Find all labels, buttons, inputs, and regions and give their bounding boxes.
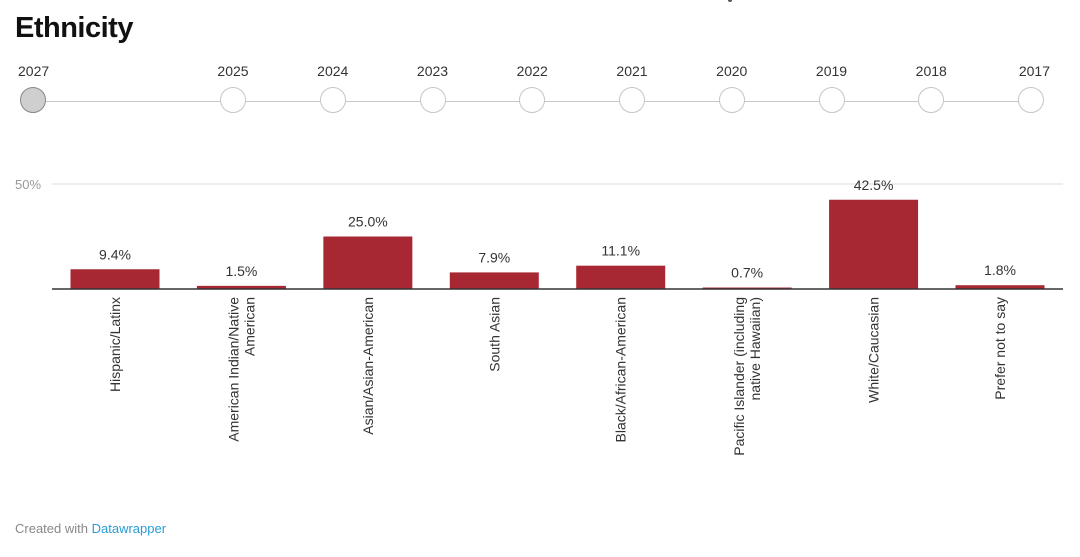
category-label-line: Pacific Islander (including — [731, 297, 747, 456]
datawrapper-link[interactable]: Datawrapper — [91, 521, 167, 536]
gridline-label: 50% — [15, 177, 41, 192]
timeline-dot[interactable] — [1018, 87, 1044, 113]
timeline-year-label: 2017 — [1018, 63, 1050, 79]
timeline-step-2027[interactable]: 2027 — [0, 60, 73, 113]
bar-value-label: 7.9% — [478, 249, 510, 265]
bar-value-label: 9.4% — [99, 246, 131, 262]
bar-value-label: 0.7% — [731, 265, 763, 281]
bar-value-label: 42.5% — [854, 177, 894, 193]
clipped-mark — [728, 0, 732, 2]
timeline-year-label: 2020 — [716, 63, 748, 79]
timeline-dot[interactable] — [918, 87, 945, 113]
timeline-step-2019[interactable]: 2019 — [792, 60, 872, 113]
category-label-line: Hispanic/Latinx — [107, 297, 123, 392]
timeline-step-2020[interactable]: 2020 — [692, 60, 772, 113]
timeline-step-2022[interactable]: 2022 — [492, 60, 572, 113]
category-label: South Asian — [486, 297, 502, 372]
category-label-line: Black/African-American — [613, 297, 629, 443]
timeline-year-label: 2024 — [317, 63, 349, 79]
category-label: Black/African-American — [613, 297, 629, 443]
bar-value-label: 1.5% — [225, 263, 257, 279]
bar — [70, 269, 160, 289]
timeline-step-2025[interactable]: 2025 — [193, 60, 273, 113]
timeline-dot[interactable] — [818, 87, 845, 113]
timeline-year-label: 2027 — [18, 63, 50, 79]
bar-value-label: 1.8% — [984, 262, 1016, 278]
bar — [955, 285, 1045, 289]
timeline-step-2018[interactable]: 2018 — [891, 60, 971, 113]
bar — [449, 272, 539, 289]
timeline-year-label: 2025 — [217, 63, 249, 79]
timeline-year-label: 2022 — [516, 63, 548, 79]
category-label: Prefer not to say — [992, 297, 1008, 400]
category-label-line: Prefer not to say — [992, 297, 1008, 400]
timeline-dot[interactable] — [319, 87, 346, 113]
timeline-dot[interactable] — [718, 87, 745, 113]
timeline-year-label: 2019 — [815, 63, 848, 79]
category-label-line: American — [241, 297, 257, 356]
bar — [576, 265, 666, 289]
timeline-dot[interactable] — [220, 87, 246, 113]
category-label: Pacific Islander (including native Hawaii… — [731, 297, 763, 456]
year-timeline: 2027 2025 2024 2023 2022 2021 2020 2019 2018 2017 — [0, 0, 1080, 130]
category-label: White/Caucasian — [866, 297, 882, 403]
timeline-year-label: 2023 — [416, 63, 449, 79]
bar — [323, 236, 413, 289]
chart-title: Ethnicity — [15, 12, 133, 44]
category-label-line: native Hawaiian) — [747, 297, 763, 401]
category-label-line: American Indian/Native — [225, 297, 241, 442]
category-label-line: Asian/Asian-American — [360, 297, 376, 435]
timeline-dot[interactable] — [419, 87, 446, 113]
timeline-year-label: 2018 — [915, 63, 947, 79]
bar-value-label: 11.1% — [601, 243, 640, 259]
category-label: Hispanic/Latinx — [107, 297, 123, 392]
timeline-step-2021[interactable]: 2021 — [592, 60, 672, 113]
bar-chart: 50% 9.4% Hispanic/Latinx 1.5% American India… — [15, 177, 1063, 456]
timeline-step-2023[interactable]: 2023 — [393, 60, 473, 113]
category-label-line: White/Caucasian — [866, 297, 882, 403]
footer-prefix: Created with — [15, 521, 88, 536]
timeline-dot[interactable] — [619, 87, 645, 113]
timeline-year-label: 2021 — [616, 63, 648, 79]
bar-value-label: 25.0% — [348, 214, 388, 230]
bar — [196, 285, 286, 289]
timeline-step-2024[interactable]: 2024 — [293, 60, 373, 113]
timeline-step-2017[interactable]: 2017 — [991, 60, 1071, 113]
timeline-dot[interactable] — [20, 87, 46, 113]
bar — [829, 199, 919, 289]
category-label: American Indian/Native American — [225, 297, 257, 442]
category-label-line: South Asian — [486, 297, 502, 372]
footer-credit: Created with Datawrapper — [15, 521, 166, 536]
category-label: Asian/Asian-American — [360, 297, 376, 435]
timeline-dot[interactable] — [519, 87, 546, 113]
